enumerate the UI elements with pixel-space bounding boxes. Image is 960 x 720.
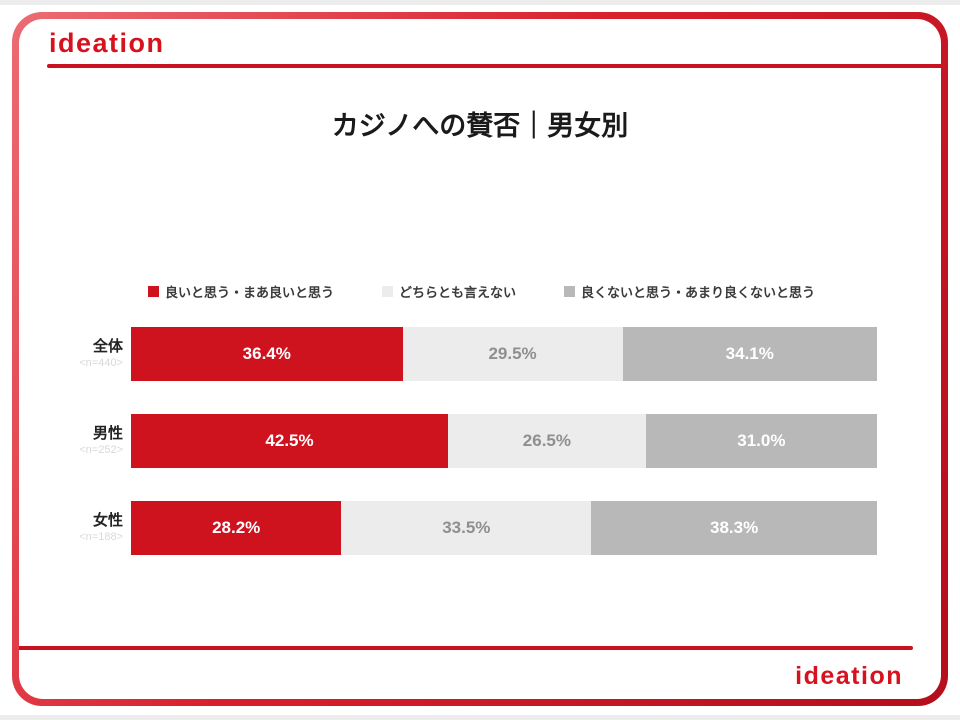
bar-segment: 36.4% (131, 327, 403, 381)
row-label: 男性 (92, 424, 123, 442)
row-sample-size: <n=188> (79, 530, 123, 543)
legend-item: 良くないと思う・あまり良くないと思う (564, 282, 815, 301)
bar-segment: 34.1% (622, 327, 877, 381)
page-title: カジノへの賛否｜男女別 (331, 111, 629, 141)
row-label-box: 女性 <n=188> (59, 512, 131, 545)
bar-value-label: 31.0% (737, 431, 786, 450)
row-sample-size: <n=440> (79, 356, 123, 369)
bar-segment: 31.0% (645, 414, 877, 468)
bar-value-label: 29.5% (488, 344, 537, 363)
bar-value-label: 42.5% (265, 431, 314, 450)
slide-frame: ideation カジノへの賛否｜男女別 良いと思う・まあ良いと思う どちらとも言… (12, 12, 948, 706)
legend-label: 良くないと思う・あまり良くないと思う (581, 285, 816, 300)
row-label-box: 男性 <n=252> (59, 425, 131, 458)
row-label: 女性 (92, 511, 123, 529)
bar-track: 42.5% 26.5% 31.0% (131, 414, 877, 468)
header-rule (47, 64, 941, 68)
bar-segment: 26.5% (448, 414, 646, 468)
footer-rule (19, 646, 913, 650)
ideation-logo-bottom: ideation (795, 662, 903, 690)
legend-item: 良いと思う・まあ良いと思う (148, 282, 334, 301)
bar-value-label: 28.2% (212, 518, 261, 537)
bar-row: 男性 <n=252> 42.5% 26.5% 31.0% (59, 414, 877, 468)
top-edge-strip (0, 0, 960, 5)
row-label-box: 全体 <n=440> (59, 338, 131, 371)
legend-swatch (148, 286, 159, 297)
ideation-logo-top: ideation (49, 28, 165, 58)
bottom-edge-strip (0, 715, 960, 720)
bar-segment: 42.5% (131, 414, 449, 468)
bar-segment: 29.5% (402, 327, 623, 381)
bar-row: 女性 <n=188> 28.2% 33.5% 38.3% (59, 501, 877, 555)
bar-value-label: 34.1% (725, 344, 774, 363)
legend: 良いと思う・まあ良いと思う どちらとも言えない 良くないと思う・あまり良くないと思う (148, 282, 941, 301)
row-sample-size: <n=252> (79, 443, 123, 456)
bar-track: 36.4% 29.5% 34.1% (131, 327, 877, 381)
legend-swatch (382, 286, 394, 297)
legend-label: どちらとも言えない (399, 285, 517, 300)
slide-content: カジノへの賛否｜男女別 良いと思う・まあ良いと思う どちらとも言えない 良くないと思… (19, 68, 941, 646)
bar-track: 28.2% 33.5% 38.3% (131, 501, 877, 555)
bar-segment: 28.2% (131, 501, 342, 555)
bar-segment: 38.3% (591, 501, 877, 555)
slide-body: ideation カジノへの賛否｜男女別 良いと思う・まあ良いと思う どちらとも言… (19, 19, 941, 699)
stacked-bar-chart: 全体 <n=440> 36.4% 29.5% 34.1% 男性 <n=252> 42.5% 26… (59, 327, 877, 555)
bar-value-label: 33.5% (442, 518, 491, 537)
row-label: 全体 (92, 337, 123, 355)
bar-segment: 33.5% (341, 501, 592, 555)
legend-swatch (564, 286, 576, 297)
bar-row: 全体 <n=440> 36.4% 29.5% 34.1% (59, 327, 877, 381)
bar-value-label: 26.5% (522, 431, 571, 450)
legend-item: どちらとも言えない (382, 282, 516, 301)
legend-label: 良いと思う・まあ良いと思う (165, 285, 335, 300)
bar-value-label: 38.3% (710, 518, 759, 537)
bar-value-label: 36.4% (242, 344, 291, 363)
